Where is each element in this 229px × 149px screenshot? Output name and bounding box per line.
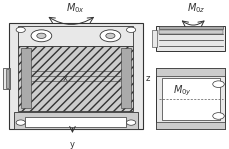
Bar — [3, 68, 10, 89]
Circle shape — [212, 81, 223, 87]
Circle shape — [212, 113, 223, 119]
Bar — [158, 26, 222, 29]
Circle shape — [31, 30, 52, 42]
Bar — [152, 30, 157, 47]
Bar — [25, 117, 126, 127]
Circle shape — [100, 30, 120, 42]
Text: y: y — [70, 140, 75, 149]
Circle shape — [126, 120, 135, 125]
Bar — [9, 23, 142, 129]
Circle shape — [126, 27, 135, 32]
Bar — [156, 26, 224, 51]
Bar — [14, 112, 137, 129]
Bar — [120, 48, 131, 108]
Bar — [18, 26, 133, 46]
Circle shape — [105, 33, 114, 38]
Text: z: z — [145, 74, 150, 83]
Bar — [5, 69, 9, 88]
Bar — [21, 48, 31, 108]
Bar — [18, 46, 133, 111]
Bar — [156, 122, 224, 129]
Circle shape — [37, 33, 46, 38]
Text: $M_{0z}$: $M_{0z}$ — [187, 1, 205, 15]
Bar — [156, 68, 224, 76]
Text: $M_{0y}$: $M_{0y}$ — [173, 84, 191, 98]
Bar — [158, 30, 222, 34]
Text: $M_{0x}$: $M_{0x}$ — [66, 1, 85, 15]
Circle shape — [16, 120, 25, 125]
Circle shape — [16, 27, 25, 32]
Text: x: x — [63, 74, 68, 83]
Bar — [156, 68, 224, 129]
Bar — [161, 77, 219, 120]
